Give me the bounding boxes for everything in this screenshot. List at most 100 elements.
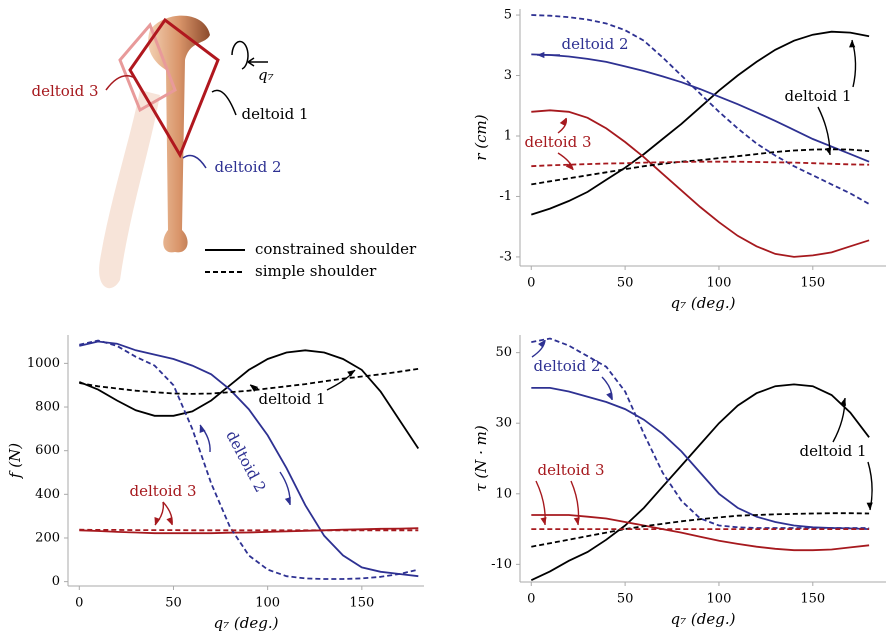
rotation-label: q₇: [258, 66, 274, 84]
rotation-arrow: [247, 57, 268, 67]
y-tick-label: 5: [504, 8, 512, 23]
label-arrow: [105, 75, 136, 91]
arrow-head: [537, 51, 545, 59]
annotation: deltoid 3: [129, 482, 196, 500]
series-line: [79, 367, 419, 395]
arrow-head: [154, 517, 161, 525]
legend-label: simple shoulder: [255, 262, 377, 280]
series-line: [531, 53, 870, 163]
annotation-arrow: [601, 376, 613, 401]
x-tick-label: 50: [165, 596, 182, 611]
series-line: [531, 30, 870, 216]
arrow-head: [538, 340, 545, 348]
deltoid-ghost: [118, 22, 177, 113]
illustration-label: deltoid 2: [214, 158, 281, 176]
y-tick-label: 1: [504, 128, 512, 143]
annotation-arrow: [531, 339, 546, 358]
x-tick-label: 100: [707, 276, 732, 291]
x-tick-label: 100: [707, 592, 732, 607]
y-tick-label: 50: [495, 345, 512, 360]
y-tick-label: 800: [35, 400, 60, 415]
series-line: [79, 528, 419, 532]
label-arrow: [211, 89, 237, 116]
chart-panel: -10 10 30 50 0 50 100 150 q₇ (deg.) τ (N · m) delt…: [472, 335, 886, 628]
arrow-head: [250, 385, 258, 392]
series-line: [79, 339, 419, 580]
y-tick-label: -3: [499, 249, 512, 264]
annotation: deltoid 1: [258, 390, 325, 408]
y-axis-label: f (N): [6, 443, 24, 479]
x-axis-label: q₇ (deg.): [671, 610, 736, 628]
label-arrow: [182, 154, 207, 169]
arrow-head: [866, 502, 873, 510]
series-line: [531, 14, 870, 205]
bone-ghost: [99, 90, 160, 289]
illustration-label: deltoid 3: [31, 82, 98, 100]
series-line: [79, 527, 419, 535]
deltoid-lines: [128, 17, 220, 159]
y-tick-label: 200: [35, 530, 60, 545]
rotation-icon: [231, 40, 249, 70]
annotation: deltoid 1: [784, 87, 851, 105]
arrow-head: [825, 147, 832, 155]
arrow-head: [606, 392, 612, 400]
series-line: [531, 337, 870, 529]
arrow-head: [166, 517, 173, 525]
series-line: [79, 340, 419, 578]
y-tick-label: 3: [504, 68, 512, 83]
y-tick-label: 0: [52, 574, 60, 589]
annotation-arrow: [162, 501, 173, 526]
annotation: deltoid 3: [524, 133, 591, 151]
humerus: [148, 15, 210, 253]
series-line: [531, 109, 870, 258]
arrow-head: [849, 40, 856, 48]
annotation: deltoid 2: [222, 428, 269, 496]
arrow-head: [199, 425, 206, 433]
y-tick-label: 10: [495, 486, 512, 501]
x-axis-label: q₇ (deg.): [671, 294, 736, 312]
arrow-head: [565, 162, 573, 170]
y-tick-label: 600: [35, 443, 60, 458]
x-tick-label: 150: [800, 592, 825, 607]
x-tick-label: 150: [349, 596, 374, 611]
annotation: deltoid 3: [537, 461, 604, 479]
x-tick-label: 50: [617, 276, 634, 291]
annotation: deltoid 2: [561, 35, 628, 53]
series-line: [531, 148, 870, 186]
x-tick-label: 100: [255, 596, 280, 611]
arrow-head: [347, 370, 355, 377]
x-tick-label: 0: [527, 276, 535, 291]
arrow-head: [559, 118, 566, 126]
chart-panel: 0 200 400 600 800 1000 0 50 100 150 q₇ (deg.) f (N)…: [6, 335, 424, 632]
shoulder-illustration: [99, 15, 268, 289]
x-tick-label: 50: [617, 592, 634, 607]
annotation-arrow: [557, 152, 574, 171]
series-line: [531, 512, 870, 548]
legend-label: constrained shoulder: [255, 240, 417, 258]
series-line: [531, 160, 870, 168]
y-tick-label: -10: [491, 557, 512, 572]
y-axis-label: r (cm): [472, 114, 490, 160]
series-line: [78, 349, 420, 449]
annotation: deltoid 1: [799, 442, 866, 460]
arrow-head: [573, 517, 580, 525]
x-tick-label: 0: [75, 596, 83, 611]
annotation: deltoid 2: [533, 357, 600, 375]
y-axis-label: τ (N · m): [472, 425, 490, 492]
y-tick-label: 1000: [27, 356, 60, 371]
series-line: [530, 383, 870, 582]
illustration-label: deltoid 1: [241, 105, 308, 123]
x-tick-label: 0: [527, 592, 535, 607]
series-line: [531, 514, 870, 552]
y-tick-label: -1: [499, 189, 512, 204]
arrow-head: [284, 497, 291, 505]
x-axis-label: q₇ (deg.): [214, 614, 279, 632]
annotation-arrow: [817, 106, 831, 156]
x-tick-label: 150: [800, 276, 825, 291]
arrow-head: [540, 517, 547, 525]
y-tick-label: 30: [495, 416, 512, 431]
arrow-head: [840, 398, 847, 406]
y-tick-label: 400: [35, 487, 60, 502]
